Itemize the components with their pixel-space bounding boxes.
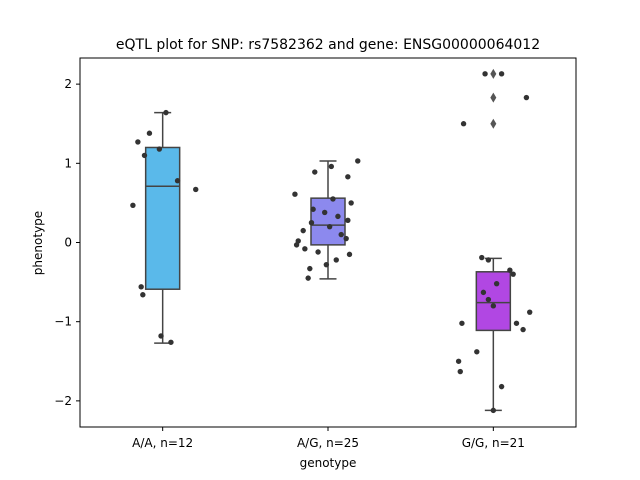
data-point bbox=[513, 320, 520, 326]
data-point bbox=[302, 246, 308, 252]
data-point bbox=[482, 71, 488, 77]
data-point bbox=[300, 227, 306, 234]
x-tick-label: G/G, n=21 bbox=[462, 436, 525, 450]
y-tick-label: −1 bbox=[54, 315, 72, 329]
data-point bbox=[493, 280, 500, 287]
data-point bbox=[310, 206, 316, 212]
y-tick-label: −2 bbox=[54, 394, 72, 408]
data-point bbox=[174, 178, 181, 184]
box-group bbox=[130, 109, 199, 345]
data-point bbox=[138, 284, 144, 290]
y-axis-label: phenotype bbox=[31, 211, 45, 275]
data-point bbox=[328, 163, 335, 170]
data-point bbox=[338, 231, 344, 238]
data-point bbox=[490, 407, 497, 414]
data-point bbox=[474, 349, 480, 355]
data-point bbox=[459, 320, 465, 326]
x-axis-label: genotype bbox=[300, 456, 357, 470]
data-point bbox=[335, 213, 341, 220]
data-point bbox=[507, 267, 513, 273]
data-point bbox=[333, 257, 339, 263]
data-point bbox=[135, 139, 141, 145]
box bbox=[144, 146, 181, 290]
data-point bbox=[156, 146, 163, 152]
data-point bbox=[345, 174, 351, 180]
data-point bbox=[510, 271, 516, 277]
data-point bbox=[146, 130, 153, 136]
data-point bbox=[292, 191, 298, 197]
box bbox=[475, 271, 512, 332]
data-point bbox=[348, 200, 354, 206]
data-point bbox=[490, 303, 497, 309]
data-point bbox=[460, 121, 467, 127]
data-point bbox=[140, 292, 146, 298]
x-tick-label: A/G, n=25 bbox=[297, 436, 359, 450]
chart-title: eQTL plot for SNP: rs7582362 and gene: E… bbox=[116, 37, 540, 53]
data-point bbox=[326, 223, 333, 230]
data-point bbox=[355, 158, 361, 164]
data-point bbox=[479, 254, 485, 261]
y-tick-label: 2 bbox=[64, 77, 72, 91]
data-point bbox=[330, 196, 336, 202]
data-point bbox=[130, 202, 136, 208]
data-point bbox=[455, 358, 462, 364]
data-point bbox=[293, 242, 300, 248]
data-point bbox=[321, 209, 328, 216]
y-tick-label: 0 bbox=[64, 236, 72, 250]
data-point bbox=[193, 186, 199, 193]
data-point bbox=[485, 296, 492, 303]
data-point bbox=[523, 94, 530, 101]
outlier-marker bbox=[490, 68, 497, 79]
data-point bbox=[158, 333, 164, 339]
x-tick-label: A/A, n=12 bbox=[132, 436, 193, 450]
outlier-marker bbox=[490, 118, 497, 129]
box-group bbox=[292, 158, 361, 281]
data-point bbox=[307, 265, 313, 272]
data-point bbox=[323, 261, 330, 268]
data-point bbox=[141, 152, 148, 159]
y-axis: 2 1 0 −1 −2 bbox=[54, 77, 80, 408]
data-point bbox=[520, 326, 526, 333]
data-point bbox=[168, 339, 174, 345]
data-point bbox=[312, 169, 318, 175]
data-point bbox=[343, 235, 349, 242]
data-point bbox=[346, 251, 353, 258]
data-point bbox=[498, 383, 505, 390]
box bbox=[310, 197, 346, 246]
data-point bbox=[163, 109, 169, 116]
data-point bbox=[527, 309, 533, 315]
data-point bbox=[457, 368, 463, 375]
data-point bbox=[485, 257, 492, 263]
data-point bbox=[308, 220, 315, 226]
plot-area bbox=[130, 68, 533, 414]
box-group bbox=[455, 68, 533, 414]
data-point bbox=[315, 249, 321, 255]
data-point bbox=[498, 71, 505, 77]
data-point bbox=[345, 217, 351, 224]
data-point bbox=[480, 289, 487, 296]
x-axis: A/A, n=12 A/G, n=25 G/G, n=21 bbox=[132, 427, 525, 450]
outlier-marker bbox=[490, 92, 497, 103]
y-tick-label: 1 bbox=[64, 156, 72, 170]
data-point bbox=[305, 275, 311, 281]
